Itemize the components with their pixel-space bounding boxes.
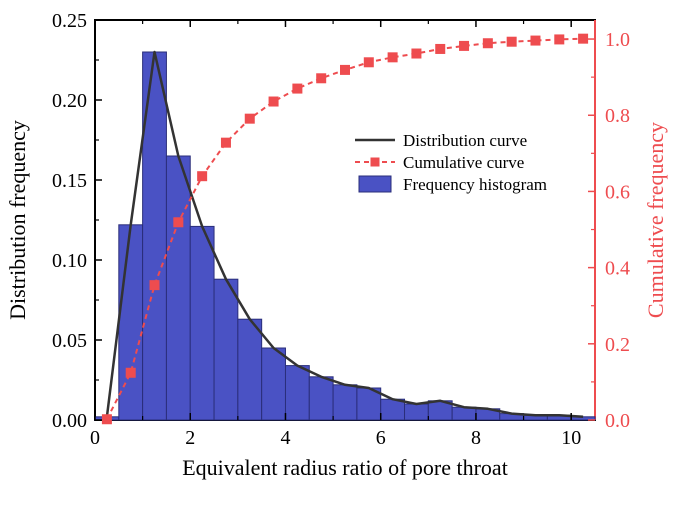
y-left-tick-label: 0.10 xyxy=(52,250,87,272)
y-left-tick-label: 0.05 xyxy=(52,330,87,352)
x-axis-label: Equivalent radius ratio of pore throat xyxy=(182,455,508,480)
chart-svg: 0 2 4 6 8 10 0.00 0.05 0.10 0.15 0.20 0.25 0.0 0.2 0.4… xyxy=(0,0,685,511)
cumulative-marker xyxy=(555,35,564,44)
cumulative-marker xyxy=(388,53,397,62)
x-tick-label: 4 xyxy=(280,427,290,449)
histogram-bar xyxy=(214,279,238,420)
histogram-bar xyxy=(190,226,214,420)
y-right-tick-label: 1.0 xyxy=(605,29,630,51)
cumulative-marker xyxy=(364,58,373,67)
cumulative-marker xyxy=(579,34,588,43)
cumulative-marker xyxy=(460,41,469,50)
cumulative-marker xyxy=(174,218,183,227)
cumulative-marker xyxy=(317,74,326,83)
histogram-bar xyxy=(309,377,333,420)
legend-label: Distribution curve xyxy=(403,131,527,150)
x-tick-label: 0 xyxy=(90,427,100,449)
cumulative-marker xyxy=(245,114,254,123)
x-tick-label: 6 xyxy=(376,427,386,449)
cumulative-marker xyxy=(507,37,516,46)
y-left-tick-label: 0.25 xyxy=(52,10,87,32)
histogram-bar xyxy=(166,156,190,420)
cumulative-marker xyxy=(126,368,135,377)
cumulative-marker xyxy=(102,415,111,424)
histogram-bar xyxy=(405,404,429,420)
legend-swatch-icon xyxy=(359,176,391,192)
y-left-tick-label: 0.20 xyxy=(52,90,87,112)
x-tick-label: 2 xyxy=(185,427,195,449)
histogram-bar xyxy=(262,348,286,420)
cumulative-marker xyxy=(531,36,540,45)
y-right-axis-label: Cumulative frequency xyxy=(643,122,668,318)
cumulative-marker xyxy=(412,49,421,58)
cumulative-marker xyxy=(150,281,159,290)
x-tick-label: 10 xyxy=(561,427,581,449)
y-right-tick-label: 0.2 xyxy=(605,334,630,356)
cumulative-marker xyxy=(198,172,207,181)
cumulative-marker xyxy=(293,84,302,93)
cumulative-marker xyxy=(269,97,278,106)
legend-label: Cumulative curve xyxy=(403,153,524,172)
histogram-bar xyxy=(381,399,405,420)
cumulative-marker xyxy=(341,65,350,74)
histogram-bar xyxy=(238,319,262,420)
y-right-tick-label: 0.4 xyxy=(605,258,630,280)
histogram-bar xyxy=(333,385,357,420)
y-right-tick-label: 0.0 xyxy=(605,410,630,432)
histogram-bar xyxy=(285,366,309,420)
y-right-tick-label: 0.6 xyxy=(605,181,630,203)
histogram-bar xyxy=(452,407,476,420)
legend-label: Frequency histogram xyxy=(403,175,547,194)
y-left-axis-label: Distribution frequency xyxy=(5,120,30,320)
cumulative-marker xyxy=(436,44,445,53)
y-right-tick-label: 0.8 xyxy=(605,105,630,127)
histogram-bar xyxy=(119,225,143,420)
legend-marker-icon xyxy=(371,158,380,167)
x-tick-label: 8 xyxy=(471,427,481,449)
y-left-tick-label: 0.00 xyxy=(52,410,87,432)
y-left-tick-label: 0.15 xyxy=(52,170,87,192)
cumulative-marker xyxy=(483,39,492,48)
chart-container: 0 2 4 6 8 10 0.00 0.05 0.10 0.15 0.20 0.25 0.0 0.2 0.4… xyxy=(0,0,685,511)
cumulative-marker xyxy=(221,138,230,147)
